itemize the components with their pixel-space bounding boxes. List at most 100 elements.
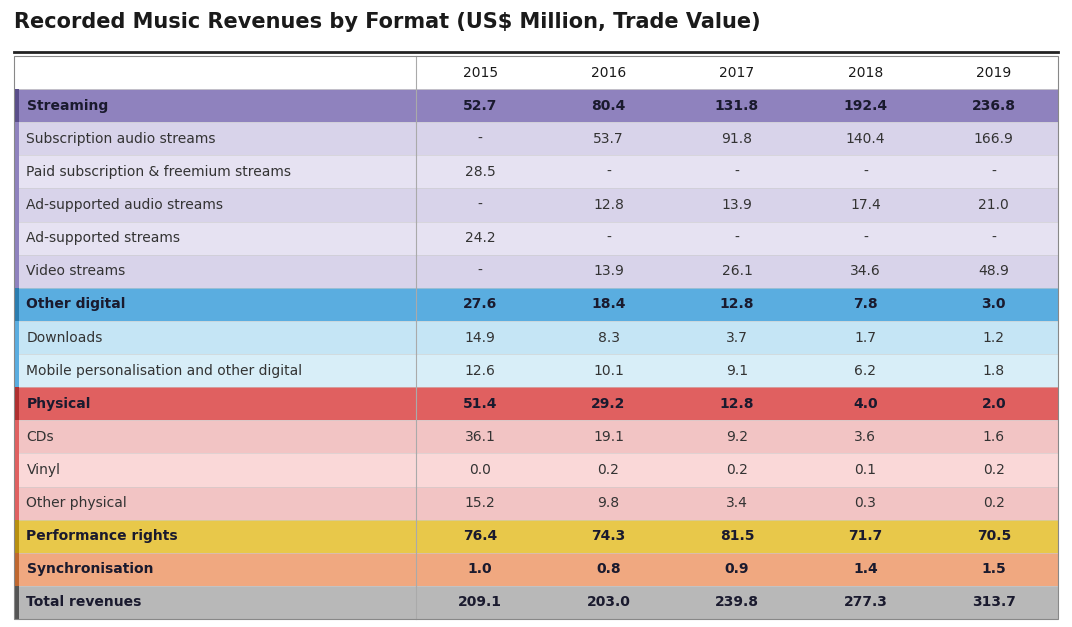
Bar — [14, 288, 1058, 321]
Bar — [14, 453, 18, 487]
Bar — [14, 221, 18, 255]
Text: 9.8: 9.8 — [597, 496, 620, 510]
Bar — [14, 354, 1058, 387]
Text: 2018: 2018 — [848, 66, 883, 80]
Text: 13.9: 13.9 — [593, 264, 624, 278]
Text: 1.5: 1.5 — [982, 562, 1007, 576]
Text: 29.2: 29.2 — [592, 397, 626, 411]
Text: 1.4: 1.4 — [853, 562, 878, 576]
Text: Ad-supported audio streams: Ad-supported audio streams — [27, 198, 223, 212]
Text: 76.4: 76.4 — [463, 529, 497, 543]
Text: 74.3: 74.3 — [592, 529, 626, 543]
Text: 12.8: 12.8 — [593, 198, 624, 212]
Bar — [14, 453, 1058, 487]
Text: 0.8: 0.8 — [596, 562, 621, 576]
Text: 12.6: 12.6 — [464, 364, 495, 377]
Text: 0.2: 0.2 — [597, 463, 620, 477]
Text: Other physical: Other physical — [27, 496, 128, 510]
Bar — [14, 221, 1058, 255]
Text: 203.0: 203.0 — [586, 596, 630, 609]
Text: Recorded Music Revenues by Format (US$ Million, Trade Value): Recorded Music Revenues by Format (US$ M… — [14, 12, 761, 32]
Text: -: - — [992, 231, 996, 245]
Text: -: - — [734, 231, 740, 245]
Text: 209.1: 209.1 — [458, 596, 502, 609]
Text: 52.7: 52.7 — [463, 98, 497, 113]
Text: 18.4: 18.4 — [592, 297, 626, 312]
Text: Synchronisation: Synchronisation — [27, 562, 153, 576]
Bar — [14, 553, 1058, 586]
Text: -: - — [606, 165, 611, 179]
Text: Subscription audio streams: Subscription audio streams — [27, 132, 215, 146]
Text: 26.1: 26.1 — [721, 264, 753, 278]
Text: 277.3: 277.3 — [844, 596, 888, 609]
Text: 1.8: 1.8 — [983, 364, 1004, 377]
Text: 3.4: 3.4 — [726, 496, 748, 510]
Text: 239.8: 239.8 — [715, 596, 759, 609]
Text: 81.5: 81.5 — [719, 529, 755, 543]
Text: 2015: 2015 — [463, 66, 497, 80]
Text: CDs: CDs — [27, 430, 54, 444]
Text: 51.4: 51.4 — [463, 397, 497, 411]
Text: Downloads: Downloads — [27, 330, 103, 344]
Bar — [14, 321, 18, 354]
Text: 0.2: 0.2 — [983, 496, 1004, 510]
Text: Ad-supported streams: Ad-supported streams — [27, 231, 180, 245]
Text: 6.2: 6.2 — [854, 364, 877, 377]
Text: 1.2: 1.2 — [983, 330, 1004, 344]
Text: 2016: 2016 — [591, 66, 626, 80]
Text: 192.4: 192.4 — [844, 98, 888, 113]
Text: Paid subscription & freemium streams: Paid subscription & freemium streams — [27, 165, 292, 179]
Bar — [14, 155, 1058, 189]
Text: 19.1: 19.1 — [593, 430, 624, 444]
Text: 9.1: 9.1 — [726, 364, 748, 377]
Text: -: - — [478, 132, 482, 146]
Text: 0.3: 0.3 — [854, 496, 876, 510]
Bar — [14, 520, 18, 553]
Text: 0.1: 0.1 — [854, 463, 877, 477]
Bar — [14, 255, 18, 288]
Text: 0.9: 0.9 — [725, 562, 749, 576]
Text: 0.2: 0.2 — [726, 463, 748, 477]
Text: 27.6: 27.6 — [463, 297, 497, 312]
Bar — [14, 56, 1058, 619]
Text: 13.9: 13.9 — [721, 198, 753, 212]
Bar — [14, 56, 1058, 89]
Text: 1.6: 1.6 — [983, 430, 1004, 444]
Text: 12.8: 12.8 — [719, 297, 755, 312]
Text: 1.7: 1.7 — [854, 330, 877, 344]
Text: 8.3: 8.3 — [597, 330, 620, 344]
Bar — [14, 586, 1058, 619]
Bar — [14, 321, 1058, 354]
Bar — [14, 189, 1058, 221]
Text: Video streams: Video streams — [27, 264, 125, 278]
Text: 4.0: 4.0 — [853, 397, 878, 411]
Text: 36.1: 36.1 — [464, 430, 495, 444]
Text: 3.6: 3.6 — [854, 430, 877, 444]
Text: 21.0: 21.0 — [979, 198, 1009, 212]
Text: 15.2: 15.2 — [465, 496, 495, 510]
Text: Mobile personalisation and other digital: Mobile personalisation and other digital — [27, 364, 302, 377]
Text: 2017: 2017 — [719, 66, 755, 80]
Text: 70.5: 70.5 — [977, 529, 1011, 543]
Bar — [14, 553, 18, 586]
Bar — [14, 420, 1058, 453]
Text: Other digital: Other digital — [27, 297, 125, 312]
Text: 48.9: 48.9 — [979, 264, 1009, 278]
Bar — [14, 387, 18, 420]
Text: -: - — [478, 264, 482, 278]
Bar — [14, 288, 18, 321]
Text: -: - — [863, 165, 868, 179]
Text: -: - — [992, 165, 996, 179]
Text: 9.2: 9.2 — [726, 430, 748, 444]
Bar — [14, 189, 18, 221]
Bar — [14, 387, 1058, 420]
Text: 2.0: 2.0 — [982, 397, 1007, 411]
Text: 166.9: 166.9 — [973, 132, 1014, 146]
Text: Streaming: Streaming — [27, 98, 108, 113]
Text: 2019: 2019 — [977, 66, 1011, 80]
Text: -: - — [478, 198, 482, 212]
Text: 0.0: 0.0 — [470, 463, 491, 477]
Text: 14.9: 14.9 — [464, 330, 495, 344]
Text: 28.5: 28.5 — [465, 165, 495, 179]
Bar — [14, 420, 18, 453]
